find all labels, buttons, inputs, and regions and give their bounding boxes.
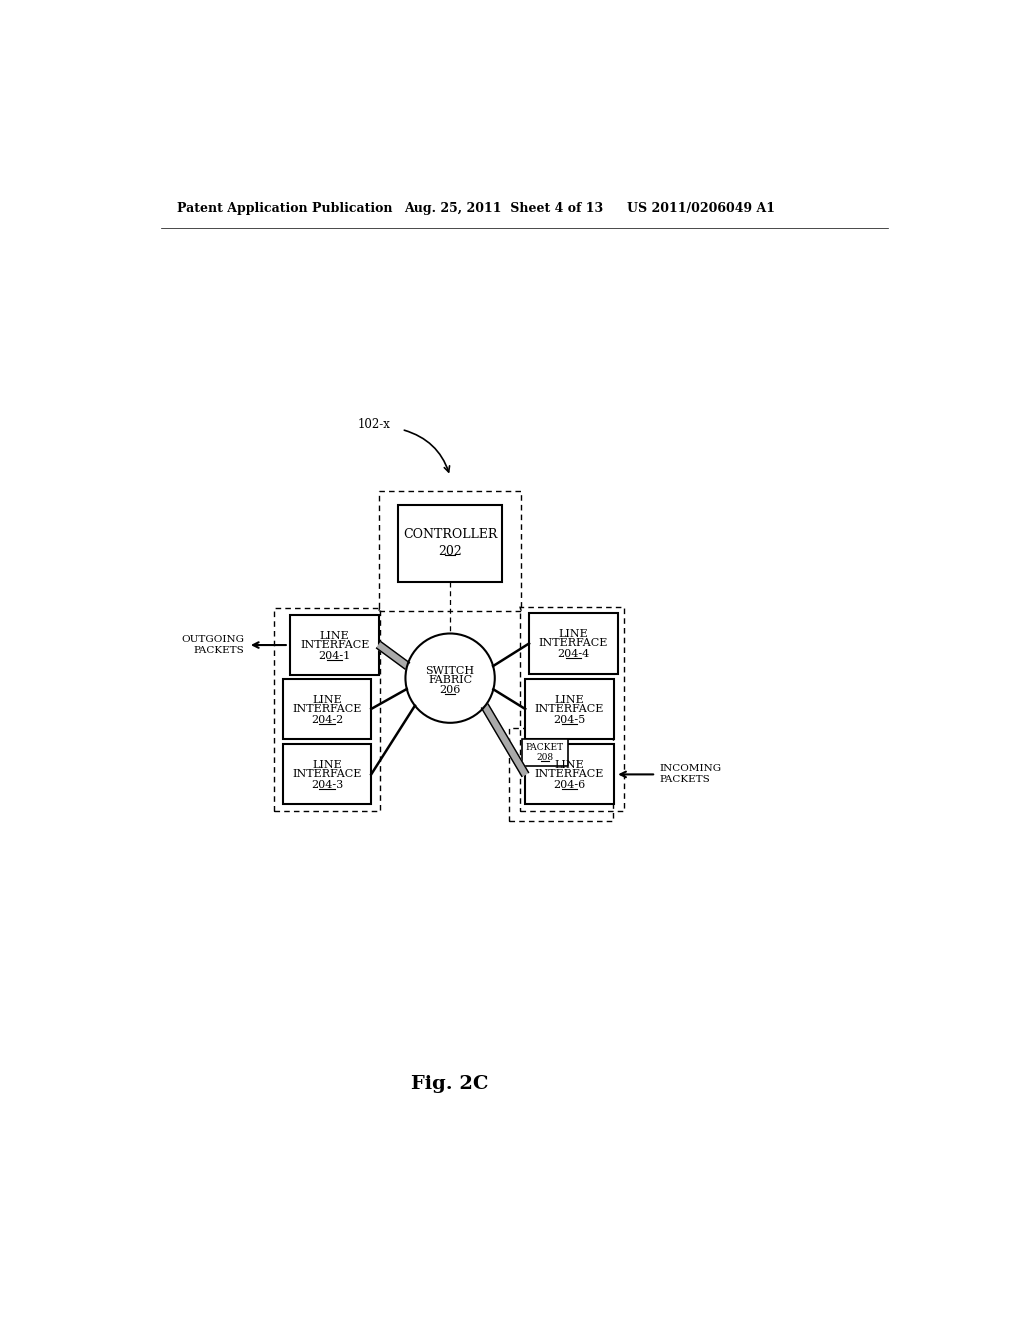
Text: LINE: LINE (555, 760, 585, 770)
Text: LINE: LINE (312, 694, 342, 705)
Text: INTERFACE: INTERFACE (300, 640, 370, 649)
Polygon shape (377, 642, 410, 669)
Bar (398, 506, 502, 582)
Bar (274, 609, 380, 812)
FancyArrowPatch shape (381, 647, 404, 664)
Text: 206: 206 (439, 685, 461, 696)
Text: Patent Application Publication: Patent Application Publication (177, 202, 392, 215)
Text: 204-3: 204-3 (311, 780, 343, 791)
Bar (509, 727, 612, 821)
Text: CONTROLLER: CONTROLLER (402, 528, 498, 541)
Bar (521, 739, 568, 767)
Text: INCOMING
PACKETS: INCOMING PACKETS (659, 764, 722, 784)
FancyArrowPatch shape (404, 430, 450, 473)
Bar (283, 678, 371, 739)
Bar (525, 744, 613, 804)
Text: 208: 208 (537, 752, 553, 762)
Bar (379, 491, 521, 611)
Text: Fig. 2C: Fig. 2C (412, 1074, 488, 1093)
Text: INTERFACE: INTERFACE (535, 704, 604, 714)
Text: SWITCH: SWITCH (426, 667, 475, 676)
Text: LINE: LINE (555, 694, 585, 705)
Text: INTERFACE: INTERFACE (292, 770, 361, 779)
Text: PACKET: PACKET (525, 743, 564, 752)
Bar (291, 615, 379, 675)
Text: Aug. 25, 2011  Sheet 4 of 13: Aug. 25, 2011 Sheet 4 of 13 (403, 202, 603, 215)
Text: LINE: LINE (558, 630, 588, 639)
Text: INTERFACE: INTERFACE (535, 770, 604, 779)
Text: US 2011/0206049 A1: US 2011/0206049 A1 (628, 202, 775, 215)
Bar (520, 607, 624, 812)
Bar (283, 744, 371, 804)
Text: 202: 202 (438, 545, 462, 557)
Text: 204-6: 204-6 (553, 780, 586, 791)
Text: LINE: LINE (319, 631, 349, 640)
Text: 204-5: 204-5 (553, 714, 586, 725)
Text: 204-2: 204-2 (311, 714, 343, 725)
Text: 204-1: 204-1 (318, 651, 351, 661)
Bar (525, 678, 613, 739)
Text: OUTGOING
PACKETS: OUTGOING PACKETS (181, 635, 244, 655)
Text: 204-4: 204-4 (557, 649, 590, 659)
Text: INTERFACE: INTERFACE (539, 639, 608, 648)
Text: 102-x: 102-x (357, 417, 390, 430)
Text: INTERFACE: INTERFACE (292, 704, 361, 714)
Text: LINE: LINE (312, 760, 342, 770)
Bar (529, 614, 617, 673)
Text: FABRIC: FABRIC (428, 676, 472, 685)
Polygon shape (481, 705, 528, 776)
